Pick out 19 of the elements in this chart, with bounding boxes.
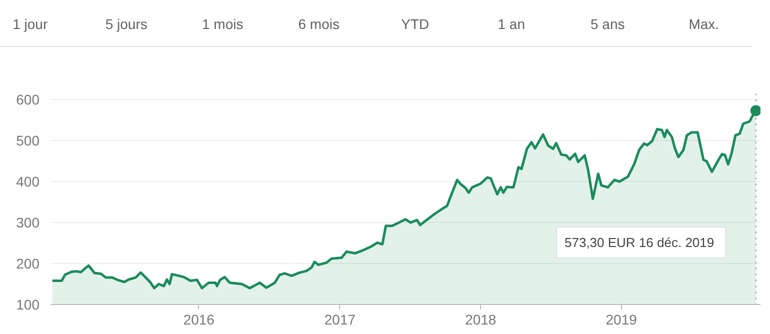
y-tick-label: 400 (16, 174, 40, 190)
text: 1 mois (201, 15, 244, 34)
x-tick-label: 2016 (183, 312, 215, 328)
x-tick-label: 2018 (465, 312, 496, 328)
text: YTD (400, 15, 430, 34)
text: 5 jours (104, 15, 148, 34)
text: 5 ans (590, 15, 626, 34)
y-tick-label: 600 (16, 92, 40, 108)
x-tick-label: 2019 (606, 312, 638, 328)
text: Max. (688, 15, 720, 34)
text: 1 jour (12, 15, 49, 34)
text: 1 an (496, 15, 526, 34)
y-tick-label: 500 (16, 132, 40, 149)
y-tick-label: 100 (16, 296, 40, 312)
x-tick-label: 2017 (324, 312, 356, 328)
text: 6 mois (297, 15, 340, 34)
y-tick-label: 200 (16, 256, 40, 272)
annotation: 573,30 EUR 16 déc. 2019 (564, 235, 714, 250)
y-tick-label: 300 (16, 214, 40, 231)
